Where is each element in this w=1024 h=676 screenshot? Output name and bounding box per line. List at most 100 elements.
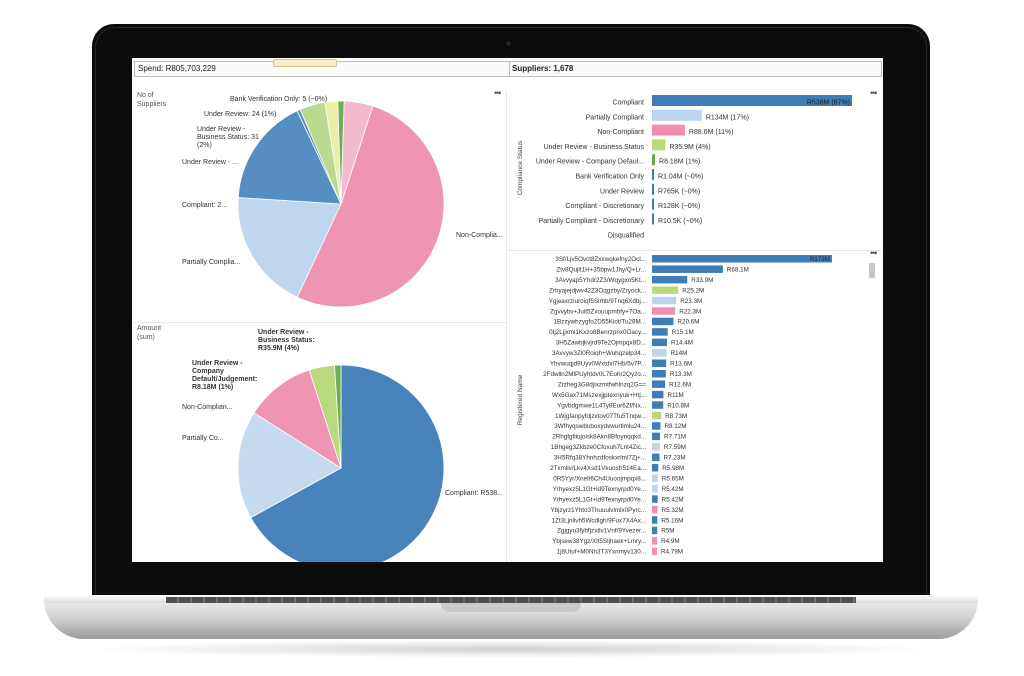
supplier-bar[interactable] xyxy=(652,390,664,399)
status-value-label: R134M (17%) xyxy=(706,114,749,121)
supplier-bar[interactable] xyxy=(652,265,723,273)
supplier-bar[interactable] xyxy=(652,307,676,315)
status-bar[interactable] xyxy=(652,95,852,106)
supplier-category-label: Wx5Gax71Mszexjjptexnyuk+Htj... xyxy=(552,392,646,399)
supplier-category-label: 1Bzzywhzygfo2D55Kiot/Tu28M... xyxy=(553,319,646,326)
supplier-bar[interactable] xyxy=(652,537,658,545)
supplier-bar[interactable] xyxy=(652,317,674,326)
supplier-category-label: Zgjgyu3fybfjzxtlv1Vnf/9Yvezer... xyxy=(557,528,646,535)
supplier-bar[interactable] xyxy=(652,380,666,388)
supplier-bar[interactable] xyxy=(652,275,688,284)
pie2-slice-1[interactable] xyxy=(237,412,342,519)
supplier-value-label: R7.59M xyxy=(664,444,686,451)
supplier-bar[interactable] xyxy=(652,359,667,368)
pie2-slice-4[interactable] xyxy=(334,364,342,469)
status-bar[interactable] xyxy=(652,169,654,180)
supplier-value-label: R14M xyxy=(671,350,688,357)
supplier-category-label: Yrhyexz5L1Gt+ld9Texnyrpd0Ye... xyxy=(553,496,647,503)
pie2-label-business-2: Business Status: xyxy=(258,337,315,344)
supplier-value-label: R23.3M xyxy=(680,298,702,305)
tooltip-tab xyxy=(273,59,337,67)
status-bar[interactable] xyxy=(652,154,656,166)
supplier-bar[interactable] xyxy=(652,328,668,336)
status-value-label: R8.18M (1%) xyxy=(659,159,700,166)
supplier-category-label: Yrhyexz5L1Gt+ld9Texnyrpd0Ye... xyxy=(553,486,647,493)
supplier-value-label: R33.9M xyxy=(691,277,713,284)
supplier-category-label: Ybjsew38Ygz/Xlt5Sljhaek+Lmry... xyxy=(552,538,646,545)
pie1-label-business-3: (2%) xyxy=(197,142,212,149)
status-category-label: Under Review - Company Defaul... xyxy=(536,159,644,166)
supplier-value-label: R4.79M xyxy=(661,549,683,556)
laptop-notch xyxy=(441,603,581,612)
pie1-slice-1[interactable] xyxy=(237,197,342,298)
laptop-shadow xyxy=(80,640,940,658)
supplier-value-label: R5.42M xyxy=(662,486,684,493)
supplier-bar[interactable] xyxy=(652,255,832,263)
supplier-bar[interactable] xyxy=(652,286,679,294)
status-bar[interactable] xyxy=(652,124,685,136)
status-value-label: R88.6M (11%) xyxy=(689,129,734,136)
supplier-value-label: R5.42M xyxy=(662,496,684,503)
scrollbar-thumb[interactable] xyxy=(869,263,875,278)
supplier-value-label: R7.71M xyxy=(664,434,686,441)
supplier-category-label: 3Wfhyqswbuboxydvwurtlmlu24... xyxy=(554,423,646,430)
supplier-category-label: 2Txmliv/Lkv4Xsd1Vkuosfr514Ea... xyxy=(550,465,646,472)
pie2-label-company-2: Company xyxy=(192,368,224,375)
supplier-bar[interactable] xyxy=(652,547,657,556)
status-category-label: Under Review xyxy=(600,188,645,195)
supplier-bar[interactable] xyxy=(652,464,659,472)
supplier-category-label: 1j8Utuf+M0Nh3T3Yxnmyv130... xyxy=(557,549,647,556)
pie1-slice-7[interactable] xyxy=(340,100,374,205)
supplier-value-label: R7.23M xyxy=(664,455,686,462)
supplier-bar[interactable] xyxy=(652,432,661,441)
status-bar[interactable] xyxy=(652,139,666,151)
supplier-bar[interactable] xyxy=(652,443,660,451)
status-value-label: R1.04M (~0%) xyxy=(658,174,703,181)
status-bar[interactable] xyxy=(652,183,654,195)
supplier-bar[interactable] xyxy=(652,484,658,493)
registered-name-chart: Registered Name 3Sf/Ljv5Ovct8Zxxwqkefny2O… xyxy=(517,255,832,556)
status-category-label: Non-Compliant xyxy=(597,129,644,136)
supplier-value-label: R5M xyxy=(661,528,674,535)
status-bar[interactable] xyxy=(652,198,654,210)
pie1-slice-0[interactable] xyxy=(296,105,445,308)
supplier-value-label: R5.98M xyxy=(662,465,684,472)
status-category-label: Bank Verification Only xyxy=(576,174,645,181)
pie1-label-partial: Partially Complia... xyxy=(182,259,241,266)
status-category-label: Disqualified xyxy=(608,233,644,240)
supplier-bar[interactable] xyxy=(652,422,661,430)
supplier-axis-title: Registered Name xyxy=(517,374,524,425)
supplier-bar[interactable] xyxy=(652,505,658,514)
dashboard-screen: Spend: R805,703,229 Suppliers: 1,678 No … xyxy=(132,58,883,562)
status-category-label: Under Review - Business Status xyxy=(544,144,645,151)
panel-menu-icon[interactable]: ••• xyxy=(870,88,878,98)
pie2-slice-0[interactable] xyxy=(250,364,445,562)
keyboard-edge xyxy=(166,597,856,603)
supplier-bar[interactable] xyxy=(652,296,677,305)
pie1-slice-2[interactable] xyxy=(237,110,342,205)
supplier-bar[interactable] xyxy=(652,369,666,378)
supplier-bar[interactable] xyxy=(652,453,660,462)
supplier-bar[interactable] xyxy=(652,516,658,524)
supplier-bar[interactable] xyxy=(652,401,664,409)
panel-menu-icon[interactable]: ••• xyxy=(494,88,502,98)
supplier-value-label: R10.8M xyxy=(667,402,689,409)
supplier-bar[interactable] xyxy=(652,411,662,420)
summary-bar: Spend: R805,703,229 Suppliers: 1,678 xyxy=(134,59,882,77)
supplier-value-label: R5.32M xyxy=(662,507,684,514)
supplier-bar[interactable] xyxy=(652,474,658,482)
supplier-category-label: 1Zt3Ljnlivh5Wcdlgh/9Fux7X4Ax... xyxy=(552,517,647,524)
supplier-bar[interactable] xyxy=(652,495,658,503)
supplier-bar[interactable] xyxy=(652,349,667,357)
panel-menu-icon[interactable]: ••• xyxy=(870,248,878,258)
status-bar[interactable] xyxy=(652,109,702,121)
status-bar[interactable] xyxy=(652,213,654,225)
supplier-category-label: Zgvvybv+Juit5Zxouupmbfy+7Oa... xyxy=(550,308,646,315)
supplier-bar[interactable] xyxy=(652,526,658,535)
supplier-bar[interactable] xyxy=(652,338,667,347)
supplier-value-label: R22.3M xyxy=(679,308,701,315)
pie2-slice-2[interactable] xyxy=(253,369,342,469)
compliance-status-panel: ••• Compliance Status Compliant R538M (67%… xyxy=(508,88,881,251)
status-value-label: R128K (~0%) xyxy=(658,203,700,210)
supplier-value-label: R15.1M xyxy=(672,329,694,336)
